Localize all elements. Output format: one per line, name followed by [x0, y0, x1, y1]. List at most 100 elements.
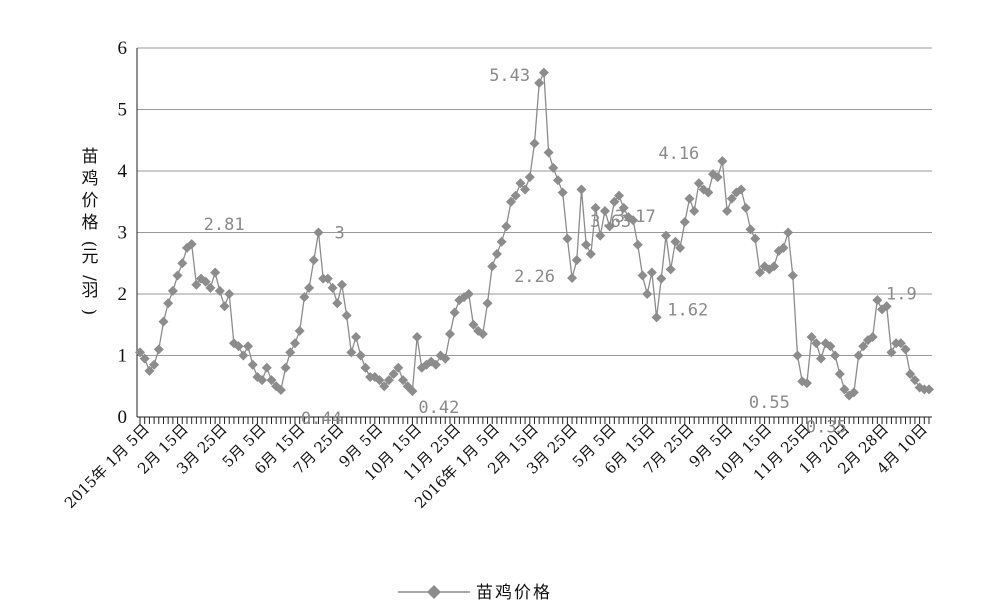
data-point-marker — [285, 347, 296, 358]
data-point-marker — [360, 362, 371, 373]
data-point-marker — [496, 236, 507, 247]
legend-entry-label: 苗鸡价格 — [476, 583, 552, 603]
data-point-marker — [585, 249, 596, 260]
y-axis-label-char: 羽 — [82, 281, 99, 301]
data-point-marker — [562, 233, 573, 244]
data-point-marker — [398, 375, 408, 386]
data-point-marker — [745, 224, 756, 235]
data-point-marker — [393, 362, 404, 373]
data-point-marker — [703, 187, 714, 198]
y-axis-ticks: 0 1 2 3 4 5 6 — [118, 38, 128, 428]
y-axis-label-char: ) — [79, 309, 99, 316]
data-point-marker — [689, 205, 700, 216]
y-axis-label-char: ( — [79, 241, 99, 248]
data-point-marker — [567, 273, 578, 284]
y-tick-label: 4 — [118, 161, 128, 182]
data-point-marker — [275, 384, 286, 395]
data-point-marker — [191, 279, 202, 290]
data-point-marker — [571, 255, 582, 266]
data-point-marker — [205, 282, 216, 293]
data-point-marker — [792, 350, 803, 361]
data-point-marker — [778, 242, 789, 253]
data-point-marker — [332, 298, 343, 309]
data-point-marker — [407, 386, 418, 397]
data-point-marker — [538, 67, 549, 78]
data-point-marker — [712, 172, 723, 183]
y-tick-label: 1 — [118, 346, 128, 367]
data-point-marker — [646, 267, 657, 278]
data-point-marker — [440, 353, 451, 364]
data-point-marker — [830, 350, 841, 361]
data-point-marker — [172, 270, 183, 281]
data-point-marker — [787, 270, 798, 281]
data-point-marker — [839, 384, 850, 395]
data-point-marker — [200, 276, 211, 287]
data-point-marker — [557, 187, 568, 198]
y-tick-label: 0 — [118, 407, 128, 428]
data-label: 3.17 — [615, 207, 656, 227]
data-point-marker — [463, 289, 474, 299]
y-axis-label-char: 价 — [82, 191, 99, 211]
data-point-marker — [750, 233, 761, 244]
data-point-marker — [158, 316, 169, 327]
data-point-marker — [243, 341, 254, 352]
y-tick-label: 2 — [118, 284, 128, 305]
y-axis-label-char: 鸡 — [82, 169, 99, 189]
data-point-marker — [590, 202, 601, 213]
data-point-marker — [853, 350, 864, 361]
data-label: 0.55 — [749, 393, 790, 413]
data-point-marker — [604, 221, 615, 232]
data-label: 4.16 — [658, 144, 699, 164]
series-miaoji-price — [135, 67, 934, 401]
data-point-marker — [430, 359, 441, 370]
data-point-marker — [322, 273, 333, 284]
data-label: 3 — [334, 224, 344, 244]
data-point-marker — [614, 190, 625, 201]
x-axis — [136, 48, 932, 424]
data-point-marker — [308, 255, 319, 266]
data-point-marker — [336, 279, 347, 290]
data-point-marker — [327, 282, 338, 293]
data-label: 1.9 — [886, 284, 917, 304]
data-point-marker — [515, 178, 526, 189]
data-point-marker — [642, 289, 653, 299]
data-point-marker — [754, 267, 765, 278]
data-point-marker — [491, 249, 502, 260]
data-point-marker — [815, 353, 826, 364]
data-point-marker — [637, 270, 648, 281]
grid-lines — [137, 47, 932, 356]
data-point-marker — [520, 184, 531, 195]
data-point-marker — [905, 368, 916, 379]
data-point-marker — [632, 239, 643, 250]
data-point-marker — [506, 196, 517, 207]
data-point-marker — [341, 310, 352, 321]
data-point-marker — [266, 375, 277, 386]
y-tick-label: 5 — [118, 100, 128, 121]
y-axis-label: 苗鸡价格 (元 /羽) — [79, 147, 99, 315]
data-point-marker — [679, 217, 690, 228]
data-point-marker — [177, 258, 188, 269]
y-axis-label-char: 元 — [82, 247, 99, 267]
data-point-marker — [543, 147, 554, 158]
data-point-marker — [858, 341, 869, 352]
data-point-marker — [665, 264, 676, 275]
data-point-marker — [825, 341, 836, 352]
data-label: 0.42 — [418, 398, 459, 418]
legend-diamond-marker — [427, 585, 441, 599]
data-point-marker — [524, 172, 535, 183]
data-point-marker — [468, 319, 479, 330]
data-point-marker — [529, 138, 540, 149]
data-point-marker — [628, 215, 639, 226]
data-point-marker — [139, 353, 150, 364]
data-point-marker — [153, 344, 164, 355]
data-point-marker — [224, 289, 235, 299]
data-point-marker — [487, 261, 498, 272]
series-line — [139, 72, 929, 397]
data-point-marker — [909, 375, 920, 386]
data-point-marker — [144, 365, 155, 376]
data-point-marker — [881, 301, 892, 312]
data-point-marker — [722, 205, 733, 216]
data-point-marker — [726, 193, 737, 204]
